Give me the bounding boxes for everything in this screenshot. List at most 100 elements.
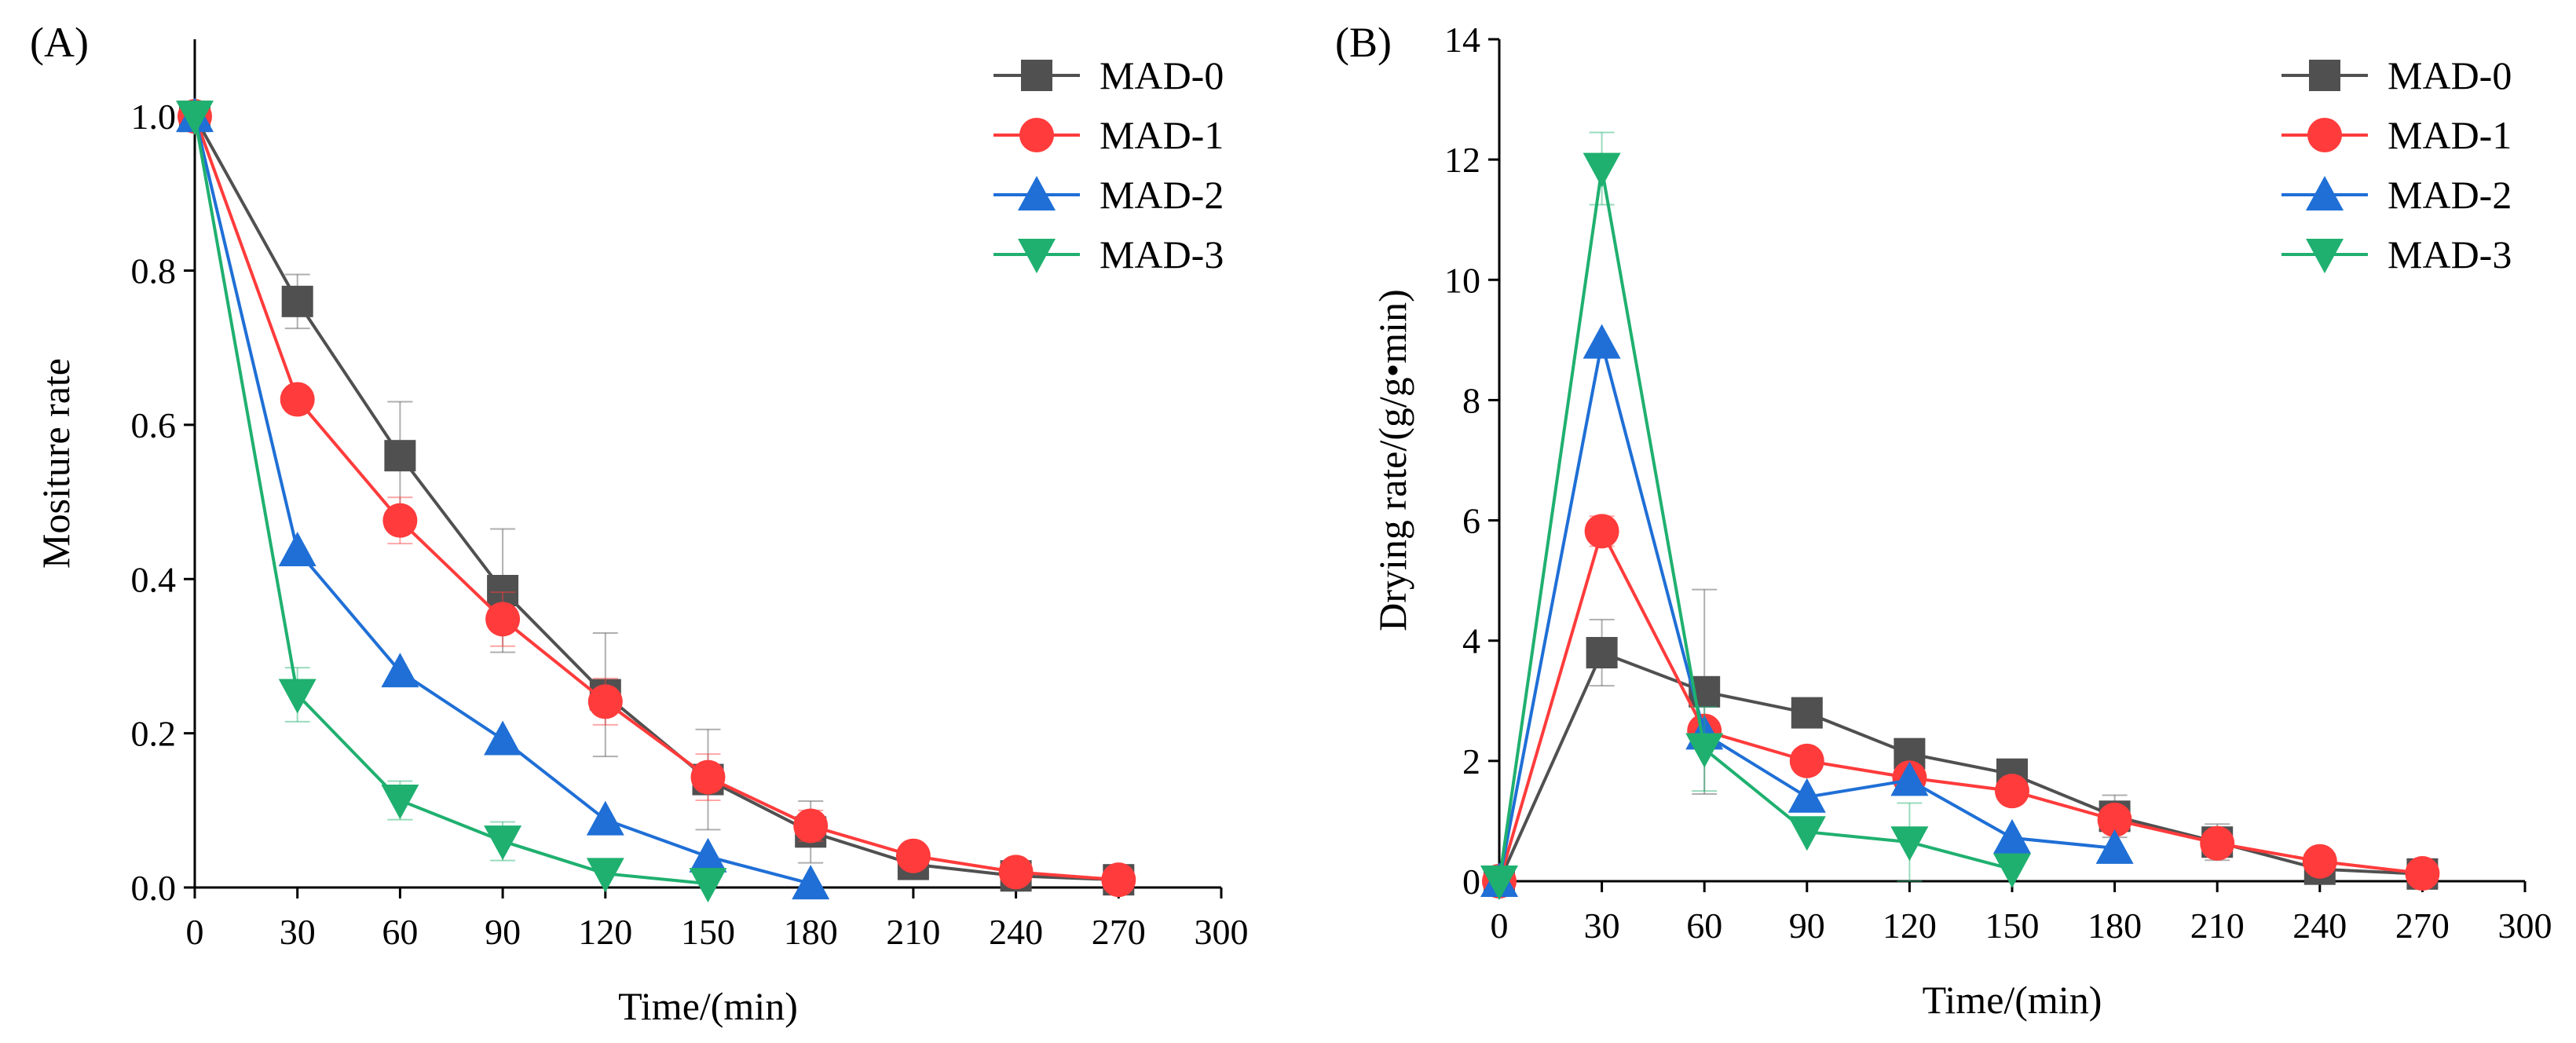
- data-point: [1890, 761, 1929, 796]
- panel-b-y-tick-label: 14: [1444, 20, 1480, 60]
- panel-a-y-tick-label: 0.0: [131, 868, 177, 908]
- panel-b-x-tick-label: 0: [1491, 906, 1509, 946]
- data-point: [1480, 866, 1518, 900]
- data-point: [586, 858, 624, 893]
- panel-a-y-axis-title: Mositure rate: [34, 358, 78, 569]
- data-point: [2302, 844, 2337, 879]
- panel-a-x-tick-label: 240: [989, 912, 1043, 952]
- data-point: [1583, 324, 1621, 359]
- data-point: [278, 679, 317, 714]
- panel-b-drying-rate-chart: (B) 0 30 60 90 120 150 180 210 240 270 300 0 2 4 6 8 10 12…: [1335, 19, 2552, 1022]
- panel-a-y-tick-label: 0.2: [131, 714, 177, 754]
- panel-b-label: (B): [1335, 19, 1392, 66]
- legend-marker: [2306, 176, 2344, 210]
- legend-marker: [1019, 118, 1054, 152]
- panel-b-y-tick-label: 0: [1462, 862, 1480, 902]
- panel-b-x-axis-title: Time/(min): [1923, 978, 2102, 1022]
- data-point: [384, 440, 416, 472]
- legend-label: MAD-2: [1100, 173, 1224, 217]
- legend-label: MAD-2: [2388, 173, 2512, 217]
- data-point: [381, 653, 419, 688]
- data-point: [487, 575, 519, 606]
- series-line: [1498, 650, 2423, 882]
- data-point: [1787, 816, 1826, 851]
- panel-b-y-tick-label: 10: [1444, 260, 1480, 300]
- panel-b-y-tick-label: 8: [1462, 380, 1480, 420]
- data-point: [281, 285, 313, 317]
- panel-a-x-tick-label: 0: [186, 912, 204, 952]
- panel-a-legend: MAD-0 MAD-1 MAD-2 MAD-3: [993, 53, 1224, 276]
- data-point: [484, 720, 522, 756]
- data-point: [1995, 774, 2029, 809]
- data-point: [280, 382, 315, 417]
- panel-b-x-tick-label: 150: [1985, 906, 2040, 946]
- panel-b-x-tick-label: 210: [2190, 906, 2245, 946]
- data-point: [176, 101, 214, 136]
- panel-b-x-tick-label: 60: [1686, 906, 1722, 946]
- data-point: [792, 865, 830, 900]
- data-point: [2405, 856, 2440, 891]
- panel-b-y-tick-label: 6: [1462, 501, 1480, 541]
- data-point: [381, 785, 419, 820]
- data-point: [586, 800, 624, 836]
- data-point: [2097, 802, 2132, 837]
- series-line: [1498, 168, 2013, 882]
- data-point: [895, 838, 931, 873]
- panel-a-x-tick-label: 90: [485, 912, 521, 952]
- series-line: [1498, 526, 2423, 882]
- legend-marker: [1021, 60, 1052, 91]
- panel-b-x-tick-label: 120: [1883, 906, 1937, 946]
- data-point: [690, 759, 726, 795]
- data-point: [793, 808, 829, 844]
- panel-b-y-tick-label: 12: [1444, 140, 1480, 180]
- data-point: [382, 503, 418, 538]
- legend-marker: [1018, 239, 1056, 273]
- panel-a-label: (A): [30, 19, 89, 66]
- panel-a-x-tick-label: 30: [280, 912, 316, 952]
- panel-a-x-tick-label: 150: [681, 912, 735, 952]
- legend-label: MAD-3: [1100, 232, 1224, 276]
- panel-a-x-axis-title: Time/(min): [618, 984, 798, 1028]
- data-point: [689, 868, 727, 903]
- data-point: [1685, 733, 1724, 768]
- legend-label: MAD-1: [2388, 113, 2512, 157]
- panel-b-x-tick-label: 30: [1584, 906, 1620, 946]
- panel-b-x-tick-label: 240: [2292, 906, 2347, 946]
- panel-a-x-tick-label: 210: [886, 912, 940, 952]
- panel-b-y-axis-title: Drying rate/(g/g•min): [1370, 289, 1414, 631]
- panel-a-y-tick-label: 1.0: [131, 97, 177, 137]
- data-point: [1993, 818, 2031, 854]
- series-line: [193, 115, 1119, 882]
- legend-label: MAD-1: [1100, 113, 1224, 157]
- panel-b-x-tick-label: 300: [2498, 906, 2552, 946]
- series-line: [193, 115, 708, 886]
- data-point: [689, 837, 727, 873]
- data-point: [278, 531, 317, 566]
- data-point: [484, 825, 522, 861]
- data-point: [1993, 853, 2031, 888]
- data-point: [1583, 152, 1621, 188]
- data-point: [998, 855, 1034, 890]
- data-point: [1890, 826, 1929, 862]
- panel-b-legend: MAD-0 MAD-1 MAD-2 MAD-3: [2281, 53, 2512, 276]
- panel-b-y-tick-label: 4: [1462, 621, 1480, 661]
- panel-a-y-tick-label: 0.8: [131, 251, 177, 291]
- legend-label: MAD-0: [2388, 53, 2512, 97]
- data-point: [1791, 697, 1823, 729]
- data-point: [485, 602, 521, 637]
- legend-marker: [2306, 239, 2344, 273]
- legend-marker: [2307, 118, 2342, 152]
- data-point: [587, 684, 623, 719]
- panel-b-x-tick-label: 180: [2088, 906, 2142, 946]
- data-point: [1787, 778, 1826, 813]
- legend-marker: [2309, 60, 2340, 91]
- data-point: [2095, 829, 2134, 864]
- series-line: [193, 115, 1119, 882]
- legend-label: MAD-0: [1100, 53, 1224, 97]
- panel-a-x-tick-label: 120: [578, 912, 632, 952]
- data-point: [1101, 862, 1136, 898]
- panel-b-x-tick-label: 270: [2395, 906, 2450, 946]
- panel-a-series-mad-2: [176, 97, 830, 900]
- legend-label: MAD-3: [2388, 232, 2512, 276]
